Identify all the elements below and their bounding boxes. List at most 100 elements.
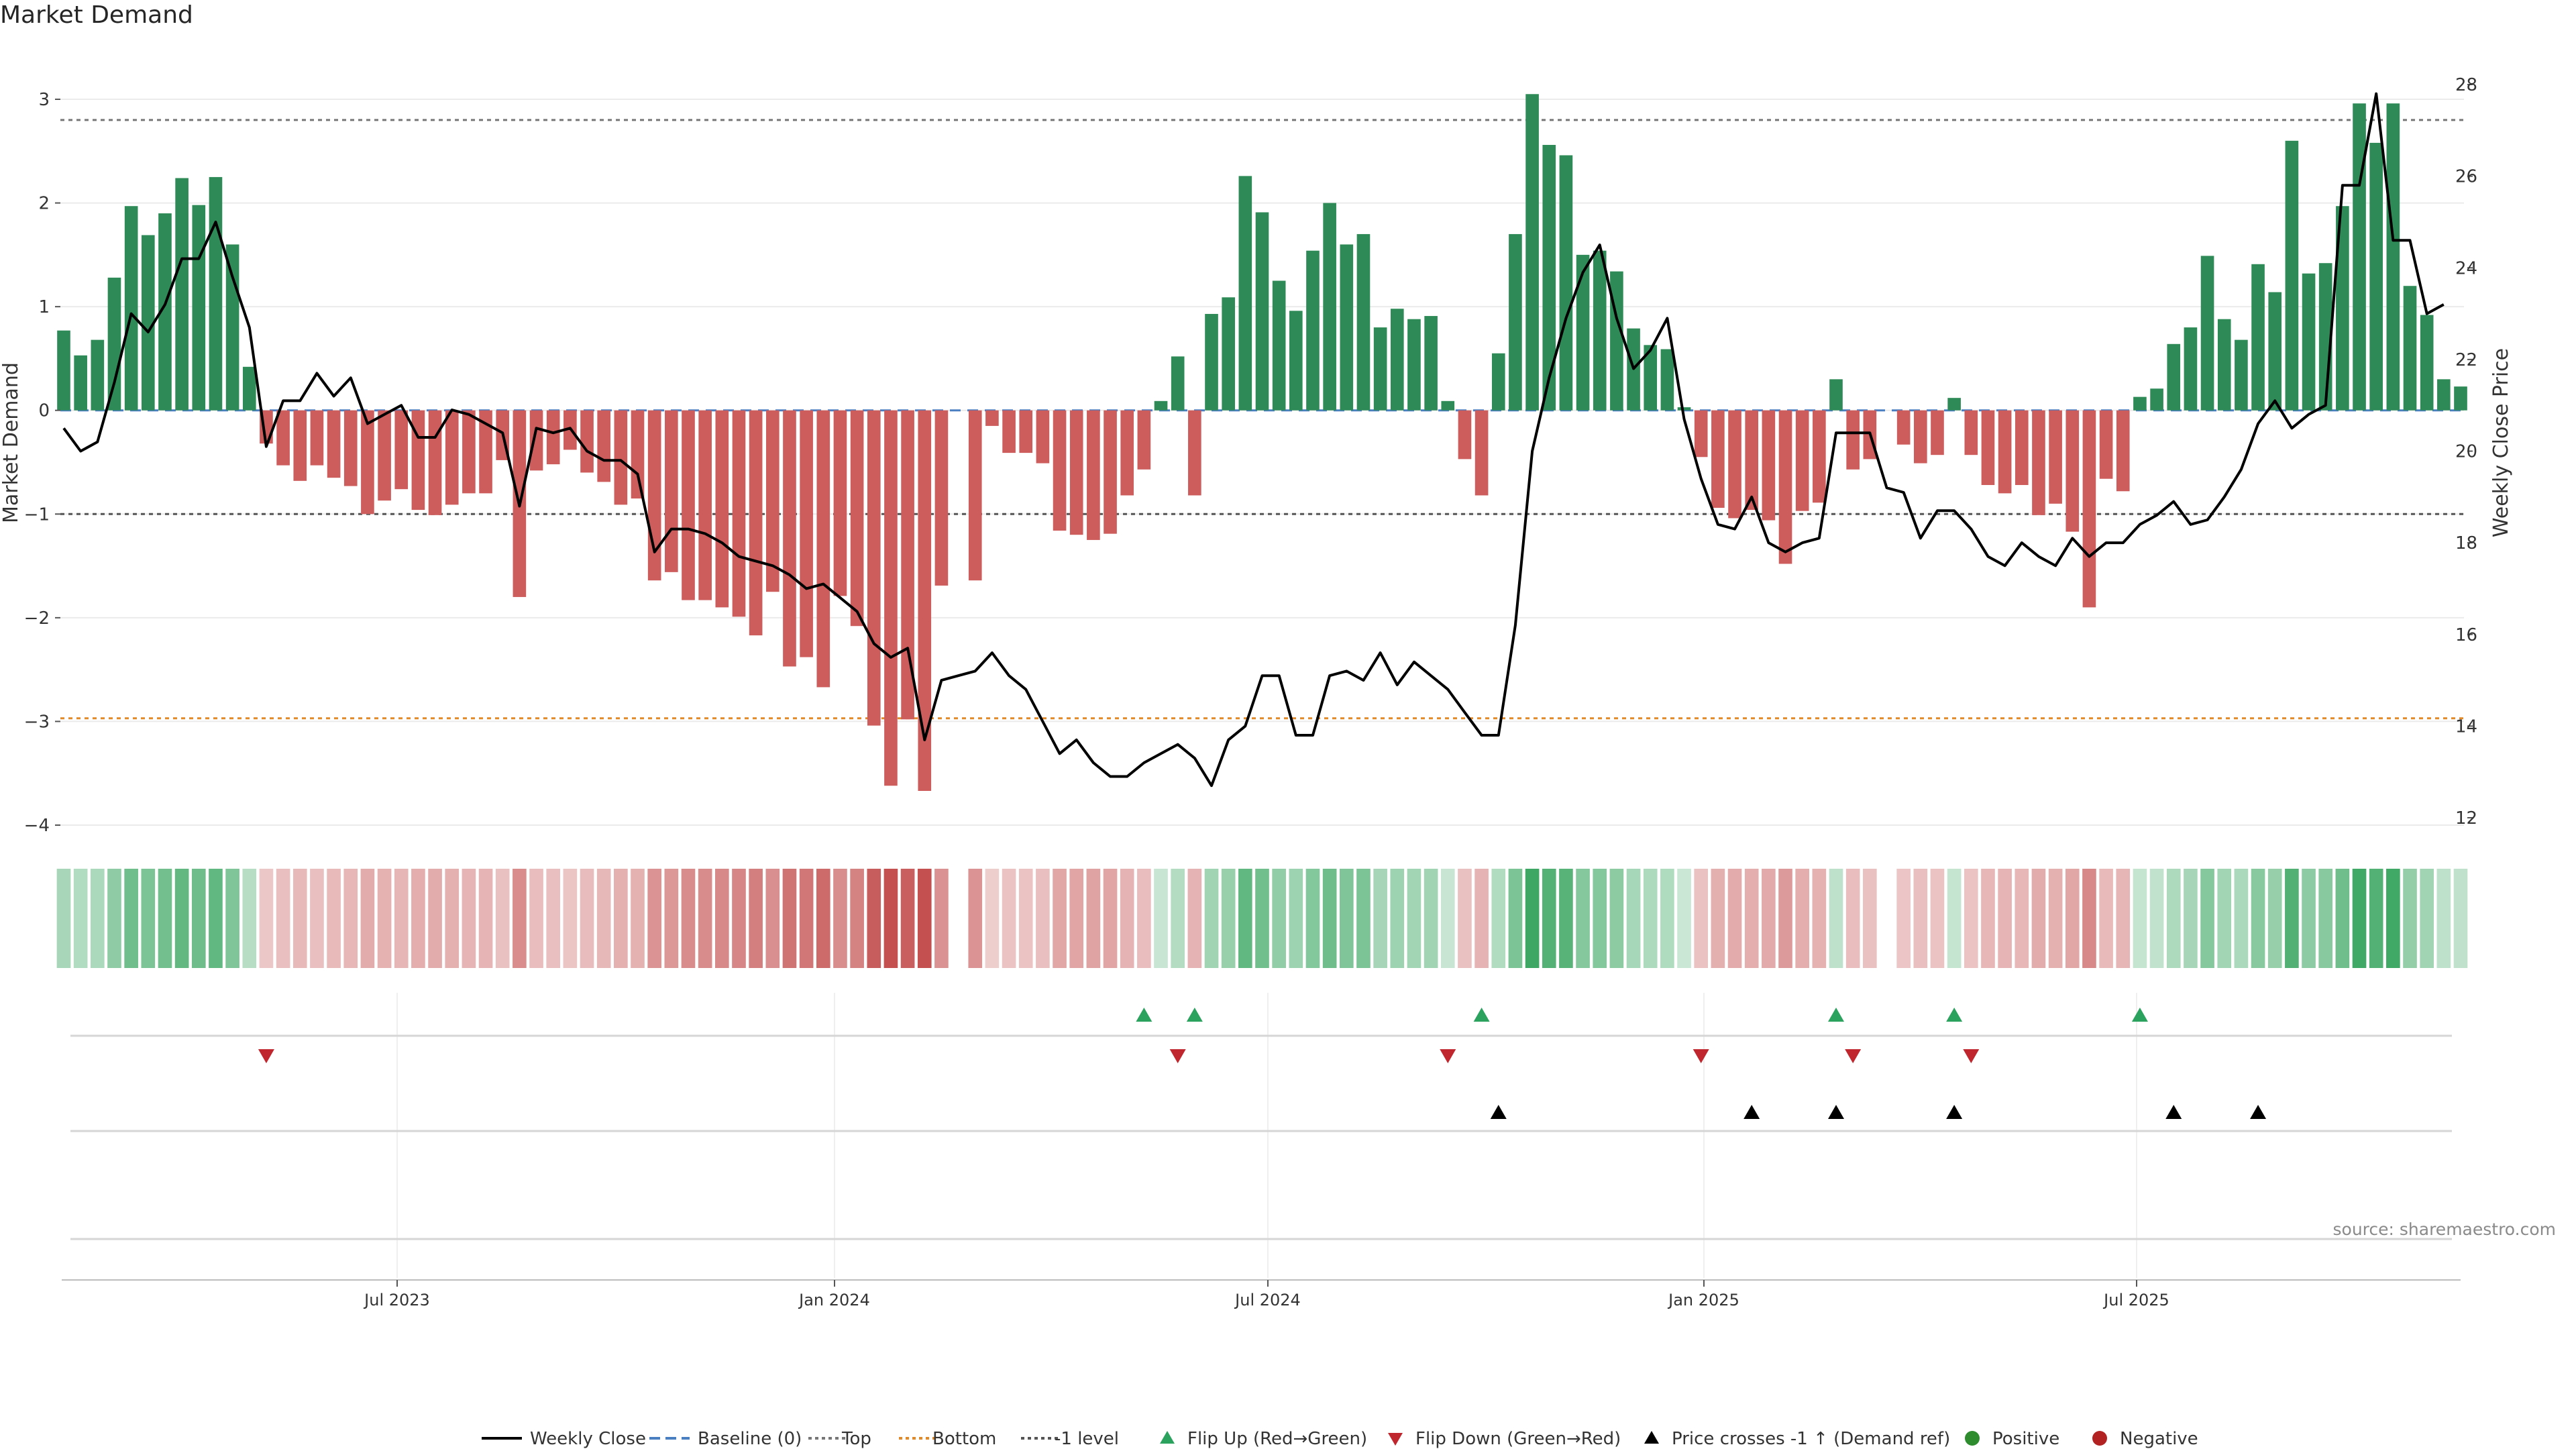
- demand-bar: [1778, 410, 1792, 564]
- demand-bar: [107, 277, 121, 411]
- demand-bar: [1087, 410, 1100, 540]
- heat-cell: [1778, 869, 1792, 968]
- demand-bar: [2336, 206, 2349, 411]
- demand-bar: [2251, 264, 2265, 411]
- demand-bar: [327, 410, 341, 478]
- heat-cell: [225, 869, 239, 968]
- demand-bar: [2099, 410, 2113, 479]
- demand-bar: [1002, 410, 1016, 453]
- heat-cell: [816, 869, 830, 968]
- heat-cell: [1407, 869, 1421, 968]
- heat-cell: [513, 869, 527, 968]
- demand-bar: [479, 410, 492, 494]
- demand-bar: [1542, 145, 1556, 411]
- heat-cell: [2200, 869, 2214, 968]
- flip-down-marker: [1693, 1049, 1709, 1063]
- source-note: source: sharemaestro.com: [2332, 1220, 2557, 1239]
- demand-bar: [2353, 103, 2366, 411]
- heat-cell: [1762, 869, 1776, 968]
- heat-cell: [867, 869, 881, 968]
- heat-cell: [1626, 869, 1641, 968]
- heat-cell: [1053, 869, 1067, 968]
- demand-bar: [1981, 410, 1995, 486]
- demand-bar: [428, 410, 442, 515]
- demand-bar: [1458, 410, 1472, 460]
- demand-bar: [445, 410, 459, 505]
- legend-label-5: Flip Up (Red→Green): [1187, 1429, 1367, 1449]
- legend-label-4: -1 level: [1055, 1429, 1119, 1449]
- heat-cell: [1930, 869, 1945, 968]
- heat-cell: [1660, 869, 1674, 968]
- x-tick-label: Jul 2025: [2102, 1291, 2169, 1309]
- heat-cell: [2453, 869, 2468, 968]
- legend-label-1: Baseline (0): [698, 1429, 802, 1449]
- heat-cell: [1677, 869, 1691, 968]
- y-tick-label: −3: [24, 712, 50, 732]
- demand-bar: [1120, 410, 1134, 496]
- demand-bar: [800, 410, 813, 657]
- demand-bar: [2015, 410, 2029, 486]
- heat-cell: [242, 869, 257, 968]
- heat-cell: [1727, 869, 1742, 968]
- flip-down-marker: [1169, 1049, 1186, 1063]
- demand-bar: [1104, 410, 1117, 534]
- heat-cell: [1694, 869, 1709, 968]
- heat-cell: [968, 869, 983, 968]
- demand-bar: [682, 410, 695, 600]
- heat-cell: [1171, 869, 1185, 968]
- legend-label-6: Flip Down (Green→Red): [1415, 1429, 1621, 1449]
- flip-down-marker: [1845, 1049, 1862, 1063]
- demand-bar: [158, 213, 172, 411]
- demand-bar: [1188, 410, 1201, 496]
- heat-cell: [1829, 869, 1843, 968]
- heat-cell: [2267, 869, 2282, 968]
- demand-bar: [1238, 176, 1252, 411]
- heat-cell: [1036, 869, 1050, 968]
- demand-bar: [2167, 343, 2181, 411]
- heat-cell: [1356, 869, 1371, 968]
- demand-bar: [1813, 410, 1826, 503]
- demand-bar: [2133, 396, 2147, 411]
- demand-bar: [850, 410, 864, 627]
- demand-bar: [647, 410, 661, 581]
- heat-cell: [1187, 869, 1202, 968]
- demand-bar: [2150, 388, 2163, 411]
- demand-bar: [1509, 233, 1522, 411]
- heat-cell: [782, 869, 797, 968]
- heat-cell: [2436, 869, 2451, 968]
- demand-bar: [1036, 410, 1050, 464]
- heat-cell: [462, 869, 476, 968]
- demand-bar: [1931, 410, 1944, 455]
- heat-cell: [259, 869, 274, 968]
- heat-cell: [1711, 869, 1725, 968]
- flip-up-marker: [1186, 1008, 1203, 1022]
- demand-bar: [1644, 345, 1658, 411]
- demand-bar: [968, 410, 982, 581]
- heat-cell: [174, 869, 189, 968]
- y2-tick-label: 16: [2455, 625, 2477, 645]
- demand-bar: [1728, 410, 1741, 519]
- demand-bar: [2200, 256, 2214, 411]
- heat-cell: [1255, 869, 1269, 968]
- demand-bar: [665, 410, 678, 572]
- heat-cell: [2352, 869, 2367, 968]
- heat-cell: [478, 869, 493, 968]
- demand-bar: [1373, 327, 1387, 411]
- heat-cell: [900, 869, 915, 968]
- heat-cell: [833, 869, 847, 968]
- heat-cell: [1508, 869, 1523, 968]
- x-tick-label: Jan 2024: [798, 1291, 870, 1309]
- heat-cell: [1964, 869, 1978, 968]
- flip-up-marker: [1136, 1008, 1152, 1022]
- demand-bar: [2049, 410, 2062, 504]
- heat-cell: [276, 869, 290, 968]
- reference-lines: [60, 119, 2464, 720]
- demand-bar: [1154, 400, 1168, 411]
- demand-bar: [2217, 319, 2231, 411]
- demand-bar: [242, 366, 256, 411]
- y2-tick-label: 24: [2455, 258, 2477, 278]
- heat-cell: [1947, 869, 1962, 968]
- demand-bar: [2268, 292, 2282, 411]
- heat-cell: [2335, 869, 2350, 968]
